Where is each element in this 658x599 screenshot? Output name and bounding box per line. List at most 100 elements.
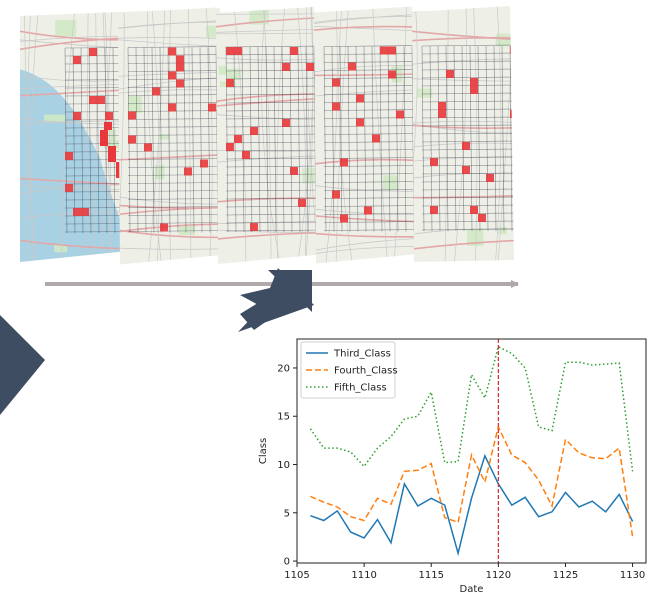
line-chart: 1105 1110 1115 1120 1125 1130 0 5 10 15 20 Date C… [258, 338, 647, 595]
hotspot-cell [306, 63, 314, 71]
hotspot-cell [462, 166, 470, 174]
hotspot-cell [510, 46, 514, 54]
hotspot-cell [97, 96, 105, 104]
plot-frame [296, 338, 647, 564]
series-line-fourth-class [310, 424, 634, 538]
hotspot-cell [200, 159, 208, 168]
hotspot-cell [108, 154, 116, 162]
hotspot-cell [430, 158, 438, 166]
x-tick-label: 1125 [553, 570, 578, 581]
map-tile-stack [20, 6, 514, 265]
hotspot-cell [144, 143, 152, 152]
hotspot-cell [470, 86, 478, 94]
hotspot-cell [73, 208, 81, 216]
hotspot-cell [226, 47, 234, 55]
x-tick-label: 1105 [284, 570, 309, 581]
hotspot-cell [234, 135, 242, 143]
y-tick-label: 15 [277, 412, 290, 423]
x-tick-label: 1110 [351, 570, 376, 581]
hotspot-cell [332, 190, 340, 199]
hotspot-cell [282, 63, 290, 71]
hotspot-cell [380, 46, 388, 55]
hotspot-cell [234, 47, 242, 55]
arrow-head-shape [268, 270, 312, 312]
hotspot-cell [100, 130, 108, 138]
hotspot-cell [184, 167, 192, 176]
x-tick-label: 1120 [486, 570, 511, 581]
hotspot-cell [81, 208, 89, 216]
hotspot-cell [290, 167, 298, 175]
hotspot-cell [128, 135, 136, 144]
hotspot-cell [510, 110, 514, 118]
hotspot-cell [478, 214, 486, 222]
hotspot-cell [438, 102, 446, 110]
hotspot-cell [470, 78, 478, 86]
hotspot-cell [372, 134, 380, 143]
map-tile [314, 6, 424, 264]
hotspot-cell [73, 112, 81, 120]
hotspot-cell [282, 119, 290, 127]
x-axis-label: Date [460, 584, 484, 595]
hotspot-cell [470, 206, 478, 214]
series-line-third-class [310, 453, 634, 557]
hotspot-cell [250, 127, 258, 135]
y-axis-label: Class [258, 438, 269, 464]
hotspot-cell [462, 142, 470, 150]
left-chevron-shape [0, 315, 45, 415]
legend-label: Third_Class [333, 349, 391, 360]
hotspot-cell [340, 214, 348, 223]
y-tick-label: 5 [284, 508, 290, 519]
hotspot-cell [73, 56, 81, 64]
x-tick-label: 1130 [620, 570, 645, 581]
hotspot-cell [128, 111, 136, 120]
arrow-shaft-shape [240, 288, 297, 330]
hotspot-cell [356, 94, 364, 103]
hotspot-cell [430, 206, 438, 214]
hotspot-cell [332, 78, 340, 87]
hotspot-cell [388, 70, 396, 79]
hotspot-cell [298, 199, 306, 207]
map-tile [412, 6, 514, 262]
legend: Third_Class Fourth_Class Fifth_Class [300, 341, 398, 399]
hotspot-cell [176, 79, 184, 88]
hotspot-cell [176, 55, 184, 64]
hotspot-cell [168, 47, 176, 56]
hotspot-cell [438, 110, 446, 118]
y-tick-label: 20 [277, 363, 290, 374]
hotspot-cell [356, 118, 364, 127]
hotspot-cell [364, 206, 372, 215]
hotspot-cell [168, 71, 176, 80]
hotspot-cell [168, 103, 176, 112]
x-tick-label: 1115 [419, 570, 444, 581]
legend-label: Fifth_Class [334, 383, 387, 394]
hotspot-cell [104, 122, 112, 130]
hotspot-cell [208, 103, 216, 112]
hotspot-cell [250, 223, 258, 231]
legend-box [300, 341, 396, 399]
hotspot-cell [332, 102, 340, 111]
hotspot-cell [108, 146, 116, 154]
hotspot-cell [100, 138, 108, 146]
y-tick-label: 0 [284, 557, 290, 568]
hotspot-cell [348, 62, 356, 71]
hotspot-cell [388, 46, 396, 55]
hotspot-cell [446, 70, 454, 78]
hotspot-cell [226, 143, 234, 151]
hotspot-cell [65, 184, 73, 192]
y-tick-label: 10 [277, 460, 290, 471]
hotspot-cell [65, 152, 73, 160]
hotspot-cell [340, 158, 348, 167]
hotspot-cell [160, 223, 168, 232]
hotspot-cell [152, 87, 160, 96]
hotspot-cell [105, 112, 113, 120]
hotspot-cell [176, 63, 184, 72]
legend-label: Fourth_Class [334, 366, 398, 377]
hotspot-cell [486, 174, 494, 182]
hotspot-cell [290, 47, 298, 55]
hotspot-cell [242, 151, 250, 159]
hotspot-cell [89, 48, 97, 56]
hotspot-cell [396, 110, 404, 119]
hotspot-cell [226, 79, 234, 87]
hotspot-cell [89, 96, 97, 104]
